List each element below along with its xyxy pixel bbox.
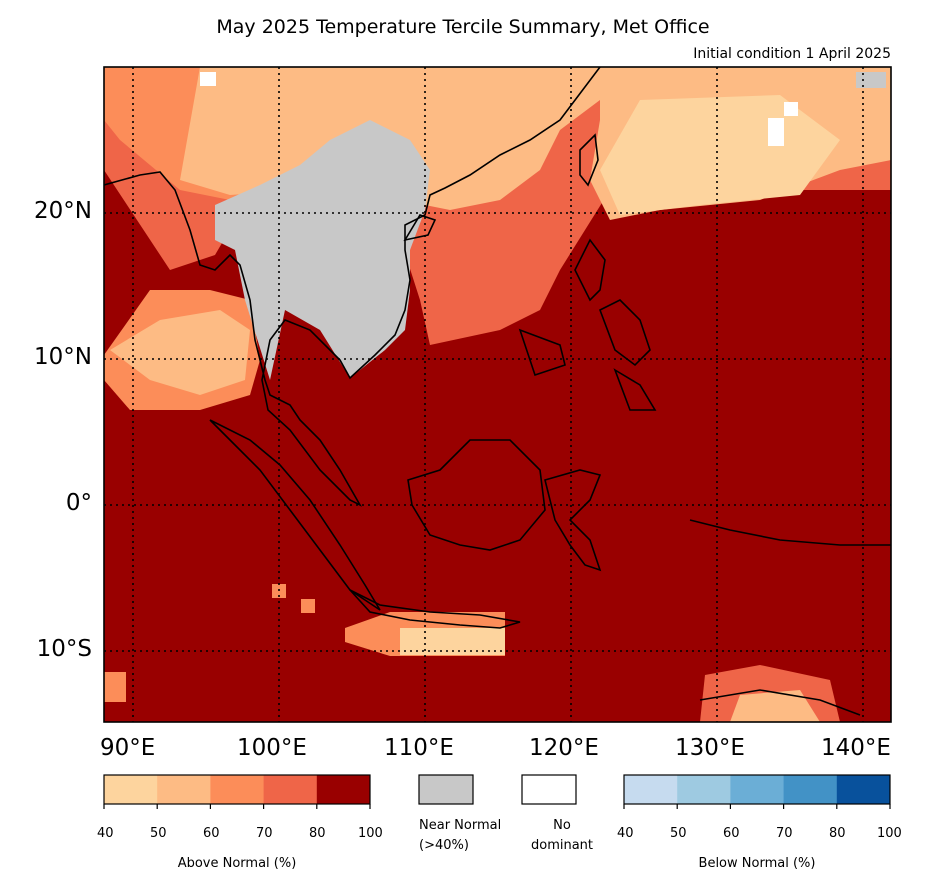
near-normal-cell-ne: [856, 72, 886, 88]
above-colorbar-segment-0: [104, 775, 158, 804]
above-tick-40: 40: [97, 826, 114, 841]
lon-label-90e: 90°E: [100, 735, 156, 761]
above-40-60-region-andaman: [110, 310, 250, 395]
lon-label-140e: 140°E: [821, 735, 891, 761]
above-tick-60: 60: [203, 826, 220, 841]
above-colorbar-frame: [103, 774, 371, 805]
below-colorbar-segment-2: [730, 775, 785, 804]
below-colorbar-frame: [623, 774, 891, 805]
map-subtitle: Initial condition 1 April 2025: [693, 46, 891, 62]
lat-label-10s: 10°S: [36, 636, 92, 662]
no-dominant-cell-2: [768, 118, 784, 146]
near-normal-caption-1: Near Normal: [419, 818, 502, 833]
below-normal-colorbar: [623, 774, 891, 809]
above-tick-50: 50: [150, 826, 167, 841]
below-normal-caption: Below Normal (%): [698, 856, 816, 871]
near-normal-region-indochina: [215, 120, 430, 380]
above-colorbar-segment-4: [316, 775, 371, 804]
no-dominant-cell-1: [200, 72, 216, 86]
near-normal-caption-2: (>40%): [419, 838, 469, 853]
lon-label-100e: 100°E: [237, 735, 307, 761]
map-frame: [103, 66, 892, 723]
above-tick-100: 100: [358, 826, 383, 841]
above-colorbar-segment-3: [263, 775, 318, 804]
below-colorbar-segment-1: [677, 775, 731, 804]
above-colorbar-segment-1: [157, 775, 211, 804]
coastlines: [104, 67, 891, 716]
no-dominant-cell-3: [784, 102, 798, 116]
below-tick-70: 70: [776, 826, 793, 841]
lat-label-10n: 10°N: [34, 344, 92, 370]
above-normal-caption: Above Normal (%): [177, 856, 297, 871]
lon-label-120e: 120°E: [529, 735, 599, 761]
above-60-70-cell-west: [104, 672, 126, 702]
no-dominant-caption-1: No: [553, 818, 571, 833]
above-normal-colorbar: [103, 774, 371, 809]
map-title: May 2025 Temperature Tercile Summary, Me…: [216, 16, 710, 38]
lon-label-110e: 110°E: [384, 735, 454, 761]
below-tick-80: 80: [829, 826, 846, 841]
no-dominant-swatch: [521, 774, 577, 805]
lon-label-130e: 130°E: [675, 735, 745, 761]
map-plot-area: [104, 67, 891, 722]
lat-label-20n: 20°N: [34, 198, 92, 224]
below-tick-60: 60: [723, 826, 740, 841]
above-tick-70: 70: [256, 826, 273, 841]
no-dominant-caption-2: dominant: [530, 838, 594, 853]
below-tick-100: 100: [877, 826, 902, 841]
below-colorbar-segment-4: [836, 775, 891, 804]
above-colorbar-segment-2: [210, 775, 265, 804]
lat-label-0: 0°: [65, 490, 92, 516]
below-colorbar-segment-0: [624, 775, 678, 804]
above-60-70-cell-sumatra-2: [301, 599, 315, 613]
near-normal-swatch: [418, 774, 474, 805]
below-tick-50: 50: [670, 826, 687, 841]
above-50-60-region-arafura: [730, 690, 820, 722]
below-colorbar-segment-3: [783, 775, 838, 804]
below-tick-40: 40: [617, 826, 634, 841]
above-tick-80: 80: [309, 826, 326, 841]
above-40-50-region-java-sea: [400, 628, 505, 655]
gridlines: [104, 67, 891, 722]
